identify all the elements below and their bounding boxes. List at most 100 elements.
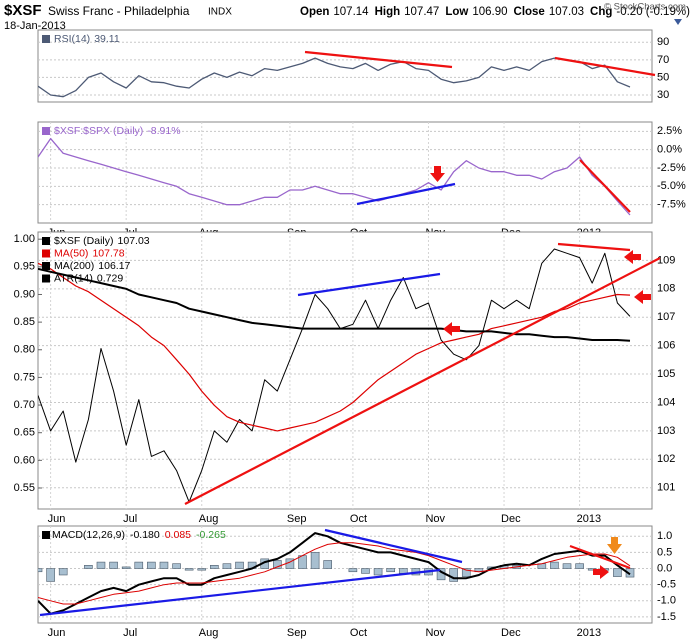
trendline [324, 528, 463, 564]
series-group [38, 248, 631, 503]
legend-name: MA(50) [54, 247, 88, 259]
legend-name: MA(200) [54, 260, 94, 272]
histogram-bar [562, 563, 572, 569]
quote-label: Close [514, 6, 545, 18]
arrow [593, 565, 609, 579]
histogram-bar [550, 561, 559, 569]
trendline [579, 159, 631, 213]
y-tick-label: 30 [657, 89, 669, 101]
histogram-bar [159, 561, 169, 569]
header: $XSF Swiss Franc - Philadelphia INDX 18-… [4, 2, 690, 32]
histogram-bar [348, 568, 358, 573]
panel: 109 108 107 106 105 104 103 102 101 1.00 0.95 0.90 0… [14, 231, 675, 525]
legend: MACD(12,26,9) -0.180 0.085 -0.265 [52, 529, 226, 541]
date: 18-Jan-2013 [4, 20, 66, 32]
legend-swatch [42, 262, 50, 270]
histogram-bar [184, 568, 194, 571]
x-tick-label: 2013 [577, 513, 601, 525]
quote-label: Chg [590, 6, 612, 18]
y-tick-label: -1.5 [657, 611, 676, 623]
legend-swatch [42, 274, 50, 283]
trendline [557, 242, 631, 252]
series-group [38, 137, 631, 216]
y-tick-label: 1.0 [657, 530, 672, 542]
y-tick-label: -5.0% [657, 180, 686, 192]
panel-frame [37, 121, 653, 224]
y-tick-label: 0.0% [657, 144, 682, 156]
histogram-bar [172, 563, 181, 569]
legend-value: -8.91% [147, 125, 180, 137]
histogram-bar [147, 561, 156, 569]
y-tick-label: 2.5% [657, 125, 682, 137]
y2-tick-label: 0.95 [14, 261, 35, 273]
quote-value: 107.03 [549, 6, 584, 18]
quote-label: Low [445, 6, 468, 18]
histogram-bar [58, 568, 68, 576]
x-tick-label: Jul [123, 627, 137, 639]
y2-tick-label: 0.55 [14, 482, 35, 494]
legend-value: 39.11 [94, 33, 120, 45]
legend-name: MACD(12,26,9) [52, 529, 125, 541]
x-tick-label: Oct [350, 513, 367, 525]
y-tick-label: 106 [657, 340, 675, 352]
x-tick-label: Nov [425, 513, 445, 525]
panel: 90 70 50 30 RSI(14) 39.11 [37, 29, 669, 103]
y-tick-label: -7.5% [657, 199, 686, 211]
histogram-bar [398, 568, 408, 574]
trendline [39, 568, 441, 617]
series-group [38, 532, 635, 615]
x-tick-label: Oct [350, 627, 367, 639]
y-tick-label: 107 [657, 311, 675, 323]
panel: 2.5%0.0%-2.5%-5.0%-7.5%JunJulAugSepOctNo… [37, 121, 686, 239]
arrows [430, 166, 651, 579]
instrument-name: Swiss Franc - Philadelphia [48, 4, 190, 18]
histogram-bar [575, 563, 584, 569]
histogram-bar [197, 568, 207, 571]
series-line [38, 57, 631, 98]
histogram-bar [235, 561, 244, 569]
credit: © StockCharts.com [604, 2, 686, 13]
histogram-bar [625, 568, 635, 578]
legend-swatch [42, 127, 50, 135]
x-tick-label: Aug [199, 513, 219, 525]
y-tick-label: -1.0 [657, 595, 676, 607]
menu-triangle [674, 19, 682, 25]
histogram-bar [210, 565, 219, 569]
x-tick-label: Dec [501, 513, 521, 525]
quote-value: 107.14 [333, 6, 369, 18]
panel-frame [37, 525, 653, 624]
trendline [297, 272, 441, 297]
legend-value: -0.180 [130, 529, 160, 541]
y-tick-label: 101 [657, 482, 675, 494]
x-tick-label: Aug [199, 627, 219, 639]
y-tick-label: 108 [657, 283, 675, 295]
series-line [38, 542, 631, 605]
legend-swatch [42, 237, 50, 245]
histogram-bar [38, 568, 43, 573]
histogram-bar [449, 568, 458, 582]
y-tick-label: 105 [657, 368, 675, 380]
y-tick-label: 0.0 [657, 562, 672, 574]
histogram-bar [134, 561, 144, 569]
histogram-bar [273, 560, 282, 569]
legend-name: ATR(14) [54, 272, 93, 284]
histogram-bar [109, 561, 118, 569]
trendline [184, 257, 661, 505]
legend-value: 107.03 [118, 235, 150, 247]
x-tick-label: Jun [48, 627, 66, 639]
quote-value: 106.90 [472, 6, 507, 18]
histogram-bar [310, 552, 320, 569]
arrow [624, 250, 641, 264]
y2-tick-label: 0.85 [14, 316, 35, 328]
y-tick-label: 104 [657, 396, 675, 408]
plots: 90 70 50 30 RSI(14) 39.11 2.5% 0.0% -2.5% -5.0% -7… [14, 29, 686, 639]
y-tick-label: -2.5% [657, 162, 686, 174]
x-tick-label: Dec [501, 627, 521, 639]
y2-tick-label: 0.90 [14, 288, 35, 300]
histogram-bar [222, 563, 232, 569]
x-tick-label: 2013 [577, 627, 601, 639]
x-tick-label: Nov [425, 627, 445, 639]
y2-tick-label: 0.70 [14, 399, 35, 411]
legend: ATR(14) 0.729 [54, 272, 123, 284]
